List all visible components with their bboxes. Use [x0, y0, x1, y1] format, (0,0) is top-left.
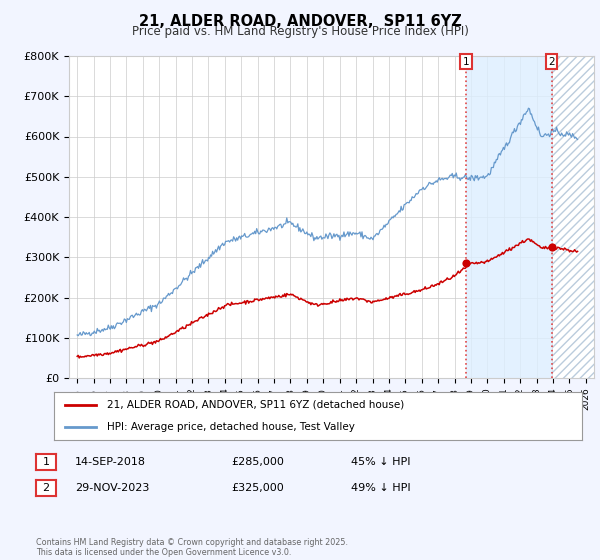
Text: 14-SEP-2018: 14-SEP-2018 [75, 457, 146, 467]
Text: £285,000: £285,000 [231, 457, 284, 467]
Bar [466, 56, 551, 378]
Text: Contains HM Land Registry data © Crown copyright and database right 2025.
This d: Contains HM Land Registry data © Crown c… [36, 538, 348, 557]
Text: 1: 1 [43, 457, 49, 467]
Text: 45% ↓ HPI: 45% ↓ HPI [351, 457, 410, 467]
Text: £325,000: £325,000 [231, 483, 284, 493]
Text: 1: 1 [463, 57, 470, 67]
Bar [551, 56, 594, 378]
Point [461, 259, 471, 268]
Text: 29-NOV-2023: 29-NOV-2023 [75, 483, 149, 493]
Text: 2: 2 [548, 57, 555, 67]
Point [547, 242, 556, 251]
Text: 21, ALDER ROAD, ANDOVER,  SP11 6YZ: 21, ALDER ROAD, ANDOVER, SP11 6YZ [139, 14, 461, 29]
Text: HPI: Average price, detached house, Test Valley: HPI: Average price, detached house, Test… [107, 422, 355, 432]
Text: 2: 2 [43, 483, 49, 493]
Text: Price paid vs. HM Land Registry's House Price Index (HPI): Price paid vs. HM Land Registry's House … [131, 25, 469, 38]
Text: 21, ALDER ROAD, ANDOVER, SP11 6YZ (detached house): 21, ALDER ROAD, ANDOVER, SP11 6YZ (detac… [107, 400, 404, 410]
Text: 49% ↓ HPI: 49% ↓ HPI [351, 483, 410, 493]
